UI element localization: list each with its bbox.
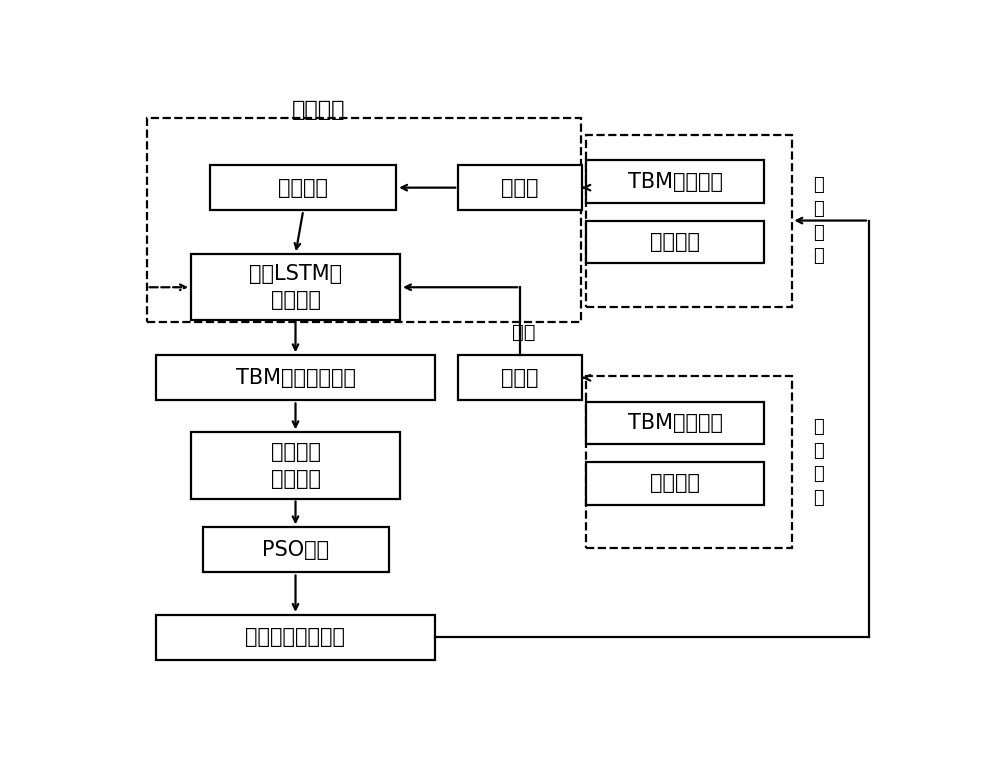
Text: 控制参数
建议区间: 控制参数 建议区间	[270, 442, 320, 488]
Text: 预处理: 预处理	[502, 368, 539, 388]
Bar	[586, 135, 792, 307]
Text: 预处理: 预处理	[502, 178, 539, 198]
Bar	[156, 355, 435, 401]
Text: 刀盘振动: 刀盘振动	[650, 232, 700, 252]
Bar	[458, 165, 582, 210]
Bar	[586, 221, 764, 263]
Bar	[586, 161, 764, 203]
Bar	[191, 254, 400, 321]
Bar	[586, 463, 764, 505]
Bar	[210, 165, 396, 210]
Text: 历
史
数
据: 历 史 数 据	[813, 418, 824, 506]
Bar	[156, 615, 435, 660]
Text: TBM掘进参数: TBM掘进参数	[628, 172, 723, 191]
Text: 输入参数: 输入参数	[278, 178, 328, 198]
Text: 刀盘振动: 刀盘振动	[650, 474, 700, 493]
Bar	[191, 432, 400, 499]
Text: 基于LSTM的
堆叠模型: 基于LSTM的 堆叠模型	[249, 264, 342, 310]
Bar	[586, 402, 764, 445]
Text: PSO算法: PSO算法	[262, 540, 329, 560]
Bar	[586, 376, 792, 548]
Text: 新
增
数
据: 新 增 数 据	[813, 176, 824, 265]
Bar	[202, 527, 388, 572]
Text: 增量训练: 增量训练	[292, 100, 346, 120]
Bar	[147, 118, 581, 322]
Text: TBM掘进参数: TBM掘进参数	[628, 413, 723, 433]
Text: 最优掘进控制参数: 最优掘进控制参数	[246, 627, 346, 648]
Text: 训练: 训练	[512, 323, 536, 342]
Text: TBM掘进控制参数: TBM掘进控制参数	[236, 368, 356, 388]
Bar	[458, 355, 582, 401]
